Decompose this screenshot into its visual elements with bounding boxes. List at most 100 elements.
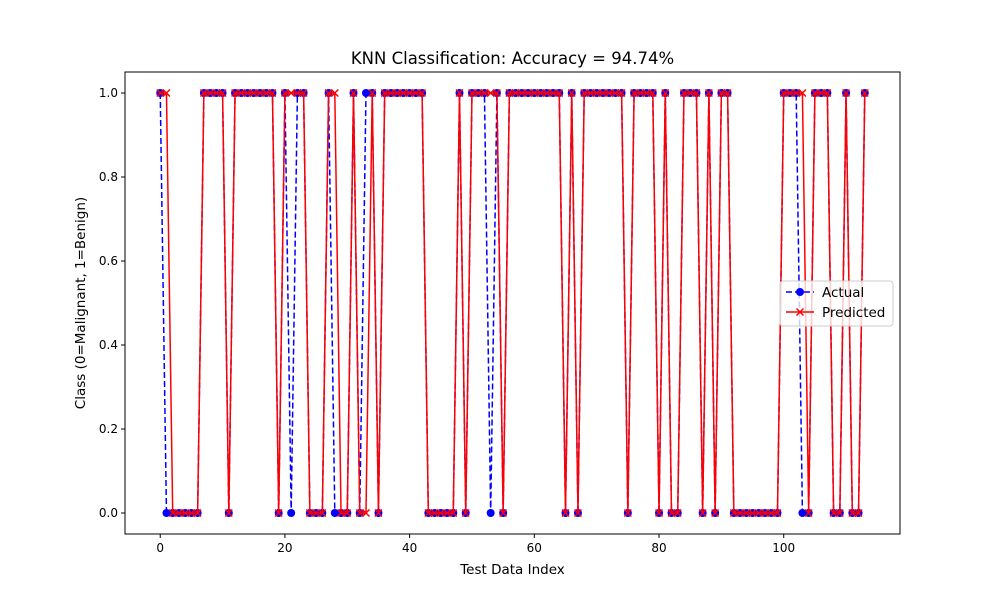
data-point-predicted [243, 88, 252, 98]
data-point-predicted [268, 88, 277, 98]
data-point-predicted [393, 88, 402, 98]
data-point-predicted [842, 88, 851, 98]
data-point-predicted [418, 88, 427, 98]
data-point-predicted [399, 88, 408, 98]
data-point-predicted [736, 508, 745, 518]
legend-label-actual: Actual [822, 285, 864, 301]
data-point-predicted [293, 88, 302, 98]
x-tick-label: 20 [277, 541, 292, 555]
data-point-predicted [374, 508, 383, 518]
data-point-predicted [199, 88, 208, 98]
data-point-predicted [673, 508, 682, 518]
data-point-predicted [343, 508, 352, 518]
data-point-predicted [798, 88, 807, 98]
data-point-predicted [424, 508, 433, 518]
data-point-predicted [318, 508, 327, 518]
y-tick-label: 0.2 [99, 422, 118, 436]
chart-title: KNN Classification: Accuracy = 94.74% [351, 49, 674, 68]
data-point-predicted [611, 88, 620, 98]
legend-marker-predicted [795, 307, 805, 317]
data-point-predicted [330, 88, 339, 98]
data-point-predicted [299, 88, 308, 98]
data-point-predicted [617, 88, 626, 98]
data-point-predicted [567, 88, 576, 98]
data-point-predicted [667, 508, 676, 518]
data-point-predicted [262, 88, 271, 98]
data-point-actual [162, 509, 171, 517]
data-point-actual [330, 509, 339, 517]
x-tick-label: 0 [156, 541, 164, 555]
data-point-predicted [773, 508, 782, 518]
data-point-predicted [785, 88, 794, 98]
data-point-predicted [224, 508, 233, 518]
data-point-predicted [467, 88, 477, 98]
data-point-predicted [449, 508, 458, 518]
data-point-predicted [692, 88, 701, 98]
data-point-predicted [231, 88, 240, 98]
data-point-predicted [206, 88, 215, 98]
data-point-predicted [704, 88, 713, 98]
data-point-predicted [573, 508, 582, 518]
data-point-predicted [742, 508, 751, 518]
data-point-predicted [324, 88, 333, 98]
data-point-predicted [586, 88, 595, 98]
x-tick-label: 40 [402, 541, 417, 555]
data-point-predicted [592, 88, 601, 98]
data-point-predicted [349, 88, 358, 98]
data-point-predicted [511, 88, 520, 98]
y-tick-label: 0.4 [99, 338, 118, 352]
data-point-predicted [548, 88, 558, 98]
data-point-predicted [218, 88, 227, 98]
data-point-predicted [792, 88, 801, 98]
data-point-predicted [642, 88, 651, 98]
data-point-predicted [443, 508, 452, 518]
data-point-predicted [212, 88, 221, 98]
data-point-predicted [636, 88, 645, 98]
x-tick-label: 80 [651, 541, 666, 555]
data-point-predicted [474, 88, 483, 98]
data-point-predicted [287, 88, 296, 98]
data-point-predicted [337, 508, 346, 518]
data-point-predicted [312, 508, 321, 518]
data-point-predicted [817, 88, 826, 98]
data-point-predicted [679, 88, 688, 98]
data-point-predicted [854, 508, 863, 518]
data-point-predicted [168, 508, 177, 518]
data-point-predicted [748, 508, 757, 518]
data-point-predicted [598, 88, 607, 98]
data-point-predicted [156, 88, 165, 98]
data-point-predicted [580, 88, 589, 98]
data-point-predicted [411, 88, 420, 98]
data-point-predicted [767, 508, 776, 518]
x-tick-label: 100 [772, 541, 795, 555]
data-point-predicted [368, 88, 377, 98]
data-point-predicted [698, 508, 707, 518]
data-point-predicted [530, 88, 539, 98]
data-point-predicted [555, 88, 564, 98]
data-point-predicted [355, 508, 364, 518]
data-point-predicted [492, 88, 501, 98]
data-point-predicted [661, 88, 670, 98]
axis-ticks: 0 20 40 60 80 100 0.0 0.2 0.4 0.6 0.8 1.0 [99, 86, 795, 555]
data-point-predicted [654, 508, 664, 518]
data-point-predicted [804, 508, 813, 518]
x-tick-label: 60 [527, 541, 542, 555]
data-point-predicted [380, 88, 389, 98]
data-point-predicted [711, 508, 720, 518]
data-point-predicted [430, 508, 439, 518]
data-point-predicted [760, 508, 770, 518]
legend: Actual Predicted [779, 280, 894, 327]
data-point-predicted [829, 508, 838, 518]
data-point-predicted [517, 88, 526, 98]
data-point-predicted [823, 88, 832, 98]
data-point-predicted [623, 508, 632, 518]
data-point-predicted [505, 88, 514, 98]
data-point-predicted [648, 88, 657, 98]
legend-label-predicted: Predicted [822, 305, 885, 321]
data-point-predicted [729, 508, 738, 518]
data-point-predicted [405, 88, 414, 98]
data-point-predicted [249, 88, 258, 98]
data-point-predicted [274, 508, 283, 518]
